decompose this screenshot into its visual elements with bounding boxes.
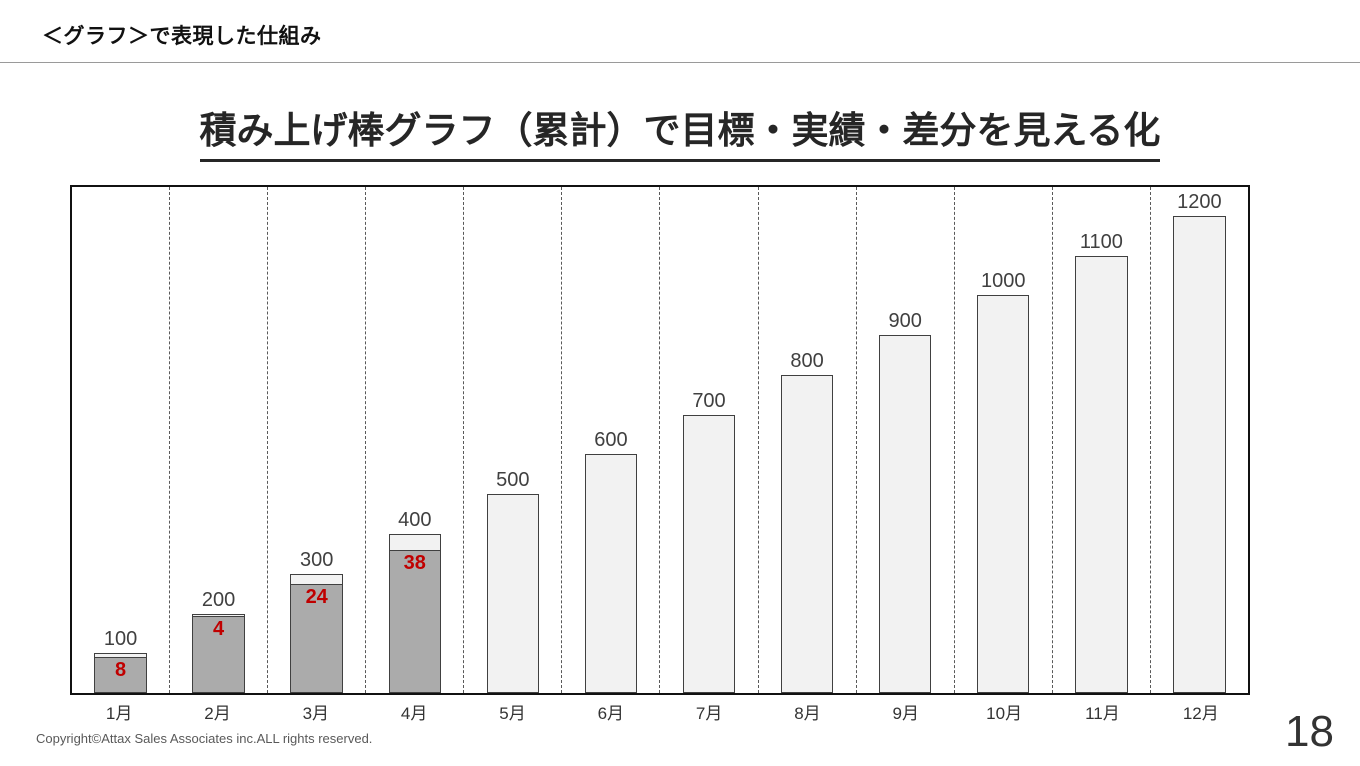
x-axis-label: 2月 <box>204 704 231 723</box>
bar-value-label: 100 <box>103 628 138 651</box>
chart-column: 800 <box>759 187 857 693</box>
chart-column: 700 <box>660 187 759 693</box>
bar-value-label: 1200 <box>1177 190 1222 213</box>
x-axis-label: 8月 <box>794 704 821 723</box>
bar-value-label: 200 <box>201 588 236 611</box>
page-title: 積み上げ棒グラフ（累計）で目標・実績・差分を見える化 <box>0 100 1360 162</box>
chart-column: 1200 <box>1151 187 1248 693</box>
bar-value-label: 600 <box>594 429 628 452</box>
x-axis-label: 3月 <box>302 704 330 723</box>
bar-value-label: 300 <box>300 548 334 571</box>
diff-label: 8 <box>114 659 127 682</box>
x-axis-label: 1月 <box>105 704 133 723</box>
x-axis-label: 9月 <box>892 704 920 723</box>
diff-label: 4 <box>213 618 225 641</box>
actual-fill: 24 <box>291 584 342 692</box>
target-bar-empty <box>878 335 932 693</box>
chart-column: 400 38 <box>366 187 465 693</box>
chart-plot: 100 8 200 4 300 24 400 38 500 600 700 800 900 1000 110… <box>72 187 1248 693</box>
copyright-text: Copyright©Attax Sales Associates inc.ALL… <box>36 731 373 746</box>
target-bar-empty <box>977 295 1030 693</box>
chart-column: 200 4 <box>170 187 269 693</box>
bar-value-label: 500 <box>496 469 530 492</box>
header-divider <box>0 62 1360 63</box>
chart-column: 1100 <box>1053 187 1151 693</box>
bar-value-label: 900 <box>888 310 922 333</box>
diff-label: 38 <box>403 551 426 574</box>
x-axis-label: 4月 <box>400 704 428 723</box>
chart-area: 100 8 200 4 300 24 400 38 500 600 700 800 900 1000 110… <box>70 185 1250 695</box>
target-bar-filled: 4 <box>192 613 245 693</box>
bar-value-label: 700 <box>692 389 726 412</box>
header-title: ＜グラフ＞で表現した仕組み <box>42 25 322 48</box>
page-number: 18 <box>1285 707 1334 756</box>
x-axis-label: 6月 <box>597 704 625 723</box>
actual-fill: 4 <box>193 616 244 692</box>
x-axis-label: 5月 <box>499 704 526 723</box>
target-bar-empty <box>1075 255 1128 693</box>
bar-value-label: 400 <box>398 508 432 531</box>
chart-column: 500 <box>464 187 563 693</box>
x-axis-label: 7月 <box>695 704 723 723</box>
x-axis-label: 12月 <box>1182 704 1219 723</box>
chart-x-axis: 1月 2月 3月 4月 5月 6月 7月 8月 9月 10月 11月 12月 <box>70 699 1250 723</box>
x-axis-label: 10月 <box>986 704 1023 723</box>
target-bar-empty <box>780 374 834 693</box>
diff-label: 24 <box>305 586 328 609</box>
actual-fill: 8 <box>95 657 146 692</box>
target-bar-filled: 38 <box>388 533 441 693</box>
chart-column: 600 <box>562 187 661 693</box>
chart-column: 100 8 <box>72 187 171 693</box>
target-bar-filled: 8 <box>94 653 147 693</box>
bar-value-label: 1000 <box>980 270 1026 293</box>
target-bar-empty <box>584 454 638 693</box>
chart-column: 1000 <box>955 187 1053 693</box>
target-bar-empty <box>1173 215 1226 693</box>
target-bar-filled: 24 <box>290 573 343 693</box>
chart-column: 900 <box>857 187 955 693</box>
actual-fill: 38 <box>389 549 440 692</box>
target-bar-empty <box>682 414 736 693</box>
x-axis-label: 11月 <box>1085 704 1120 723</box>
chart-column: 300 24 <box>268 187 367 693</box>
bar-value-label: 1100 <box>1079 230 1123 253</box>
bar-value-label: 800 <box>790 349 824 372</box>
page-title-text: 積み上げ棒グラフ（累計）で目標・実績・差分を見える化 <box>199 100 1161 162</box>
target-bar-empty <box>486 494 540 693</box>
